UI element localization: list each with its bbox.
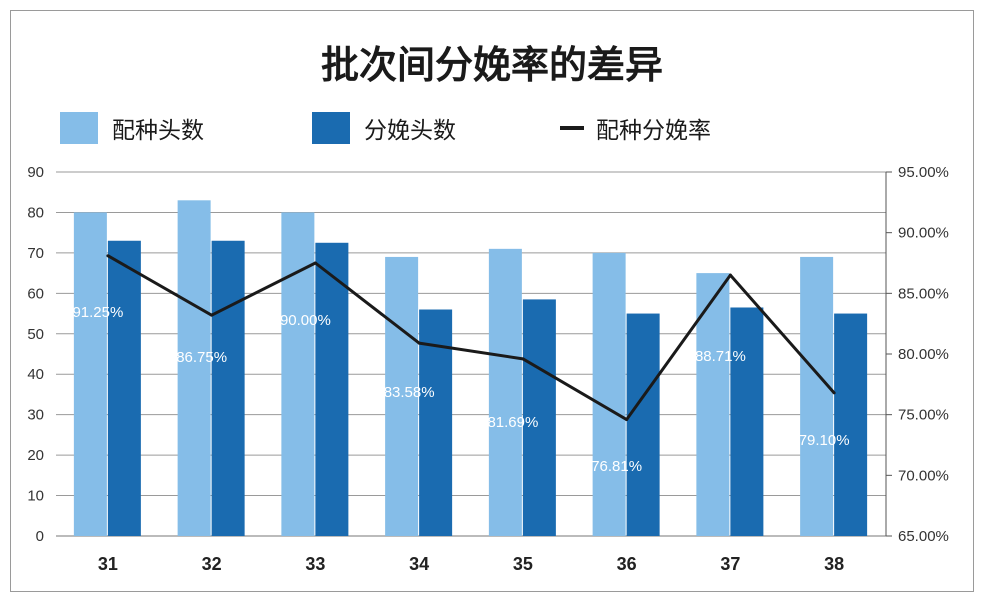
left-tick-label: 30 <box>27 407 44 424</box>
legend-item-farrowing: 分娩头数 <box>312 110 456 146</box>
x-tick-label: 32 <box>202 554 222 574</box>
rate-data-label: 83.58% <box>384 384 435 401</box>
legend-swatch-breeding <box>60 112 98 144</box>
right-tick-label: 65.00% <box>898 528 949 545</box>
rate-data-label: 86.75% <box>176 349 227 366</box>
rate-data-label: 91.25% <box>72 304 123 321</box>
right-tick-label: 80.00% <box>898 346 949 363</box>
bar-breeding <box>385 256 419 536</box>
bar-breeding <box>592 252 626 536</box>
chart-title: 批次间分娩率的差异 <box>320 43 663 87</box>
x-tick-label: 34 <box>409 554 429 574</box>
legend: 配种头数 分娩头数 配种分娩率 <box>0 110 984 146</box>
x-tick-label: 38 <box>824 554 844 574</box>
legend-label-rate: 配种分娩率 <box>596 118 711 144</box>
left-tick-label: 0 <box>36 528 44 545</box>
bar-farrowing <box>522 299 556 536</box>
rate-data-label: 81.69% <box>487 414 538 431</box>
bar-farrowing <box>315 242 349 536</box>
left-tick-label: 10 <box>27 488 44 505</box>
rate-point <box>106 254 110 258</box>
bar-farrowing <box>730 307 764 536</box>
x-tick-label: 35 <box>513 554 533 574</box>
legend-label-breeding: 配种头数 <box>112 118 204 144</box>
rate-point <box>417 341 421 345</box>
bar-breeding <box>177 200 211 537</box>
bar-breeding <box>488 248 522 536</box>
rate-point <box>625 418 629 422</box>
left-tick-label: 50 <box>27 326 44 343</box>
bar-farrowing <box>834 313 868 536</box>
left-tick-label: 20 <box>27 447 44 464</box>
left-tick-label: 70 <box>27 245 44 262</box>
rate-point <box>313 261 317 265</box>
rate-point <box>521 357 525 361</box>
rate-data-label: 79.10% <box>799 432 850 449</box>
bar-breeding <box>800 256 834 536</box>
legend-item-breeding: 配种头数 <box>60 110 204 146</box>
x-tick-label: 33 <box>305 554 325 574</box>
left-tick-label: 60 <box>27 285 44 302</box>
bar-breeding <box>73 212 107 536</box>
bar-farrowing <box>211 240 245 536</box>
bar-breeding <box>696 273 730 536</box>
bar-breeding <box>281 212 315 536</box>
bar-farrowing <box>626 313 660 536</box>
legend-label-farrowing: 分娩头数 <box>364 118 456 144</box>
left-tick-label: 40 <box>27 366 44 383</box>
left-tick-label: 80 <box>27 204 44 221</box>
legend-swatch-farrowing <box>312 112 350 144</box>
legend-item-rate: 配种分娩率 <box>560 110 711 146</box>
right-tick-label: 85.00% <box>898 285 949 302</box>
rate-data-label: 90.00% <box>280 312 331 329</box>
right-tick-label: 95.00% <box>898 164 949 181</box>
left-tick-label: 90 <box>27 164 44 181</box>
rate-data-label: 88.71% <box>695 348 746 365</box>
right-tick-label: 70.00% <box>898 467 949 484</box>
x-tick-label: 37 <box>720 554 740 574</box>
rate-point <box>832 391 836 395</box>
x-tick-label: 31 <box>98 554 118 574</box>
rate-point <box>210 313 214 317</box>
right-tick-label: 90.00% <box>898 225 949 242</box>
legend-swatch-rate <box>560 126 584 130</box>
rate-data-label: 76.81% <box>591 458 642 475</box>
right-tick-label: 75.00% <box>898 407 949 424</box>
rate-line <box>107 254 836 422</box>
rate-point <box>728 273 732 277</box>
x-tick-label: 36 <box>617 554 637 574</box>
bar-farrowing <box>107 240 141 536</box>
